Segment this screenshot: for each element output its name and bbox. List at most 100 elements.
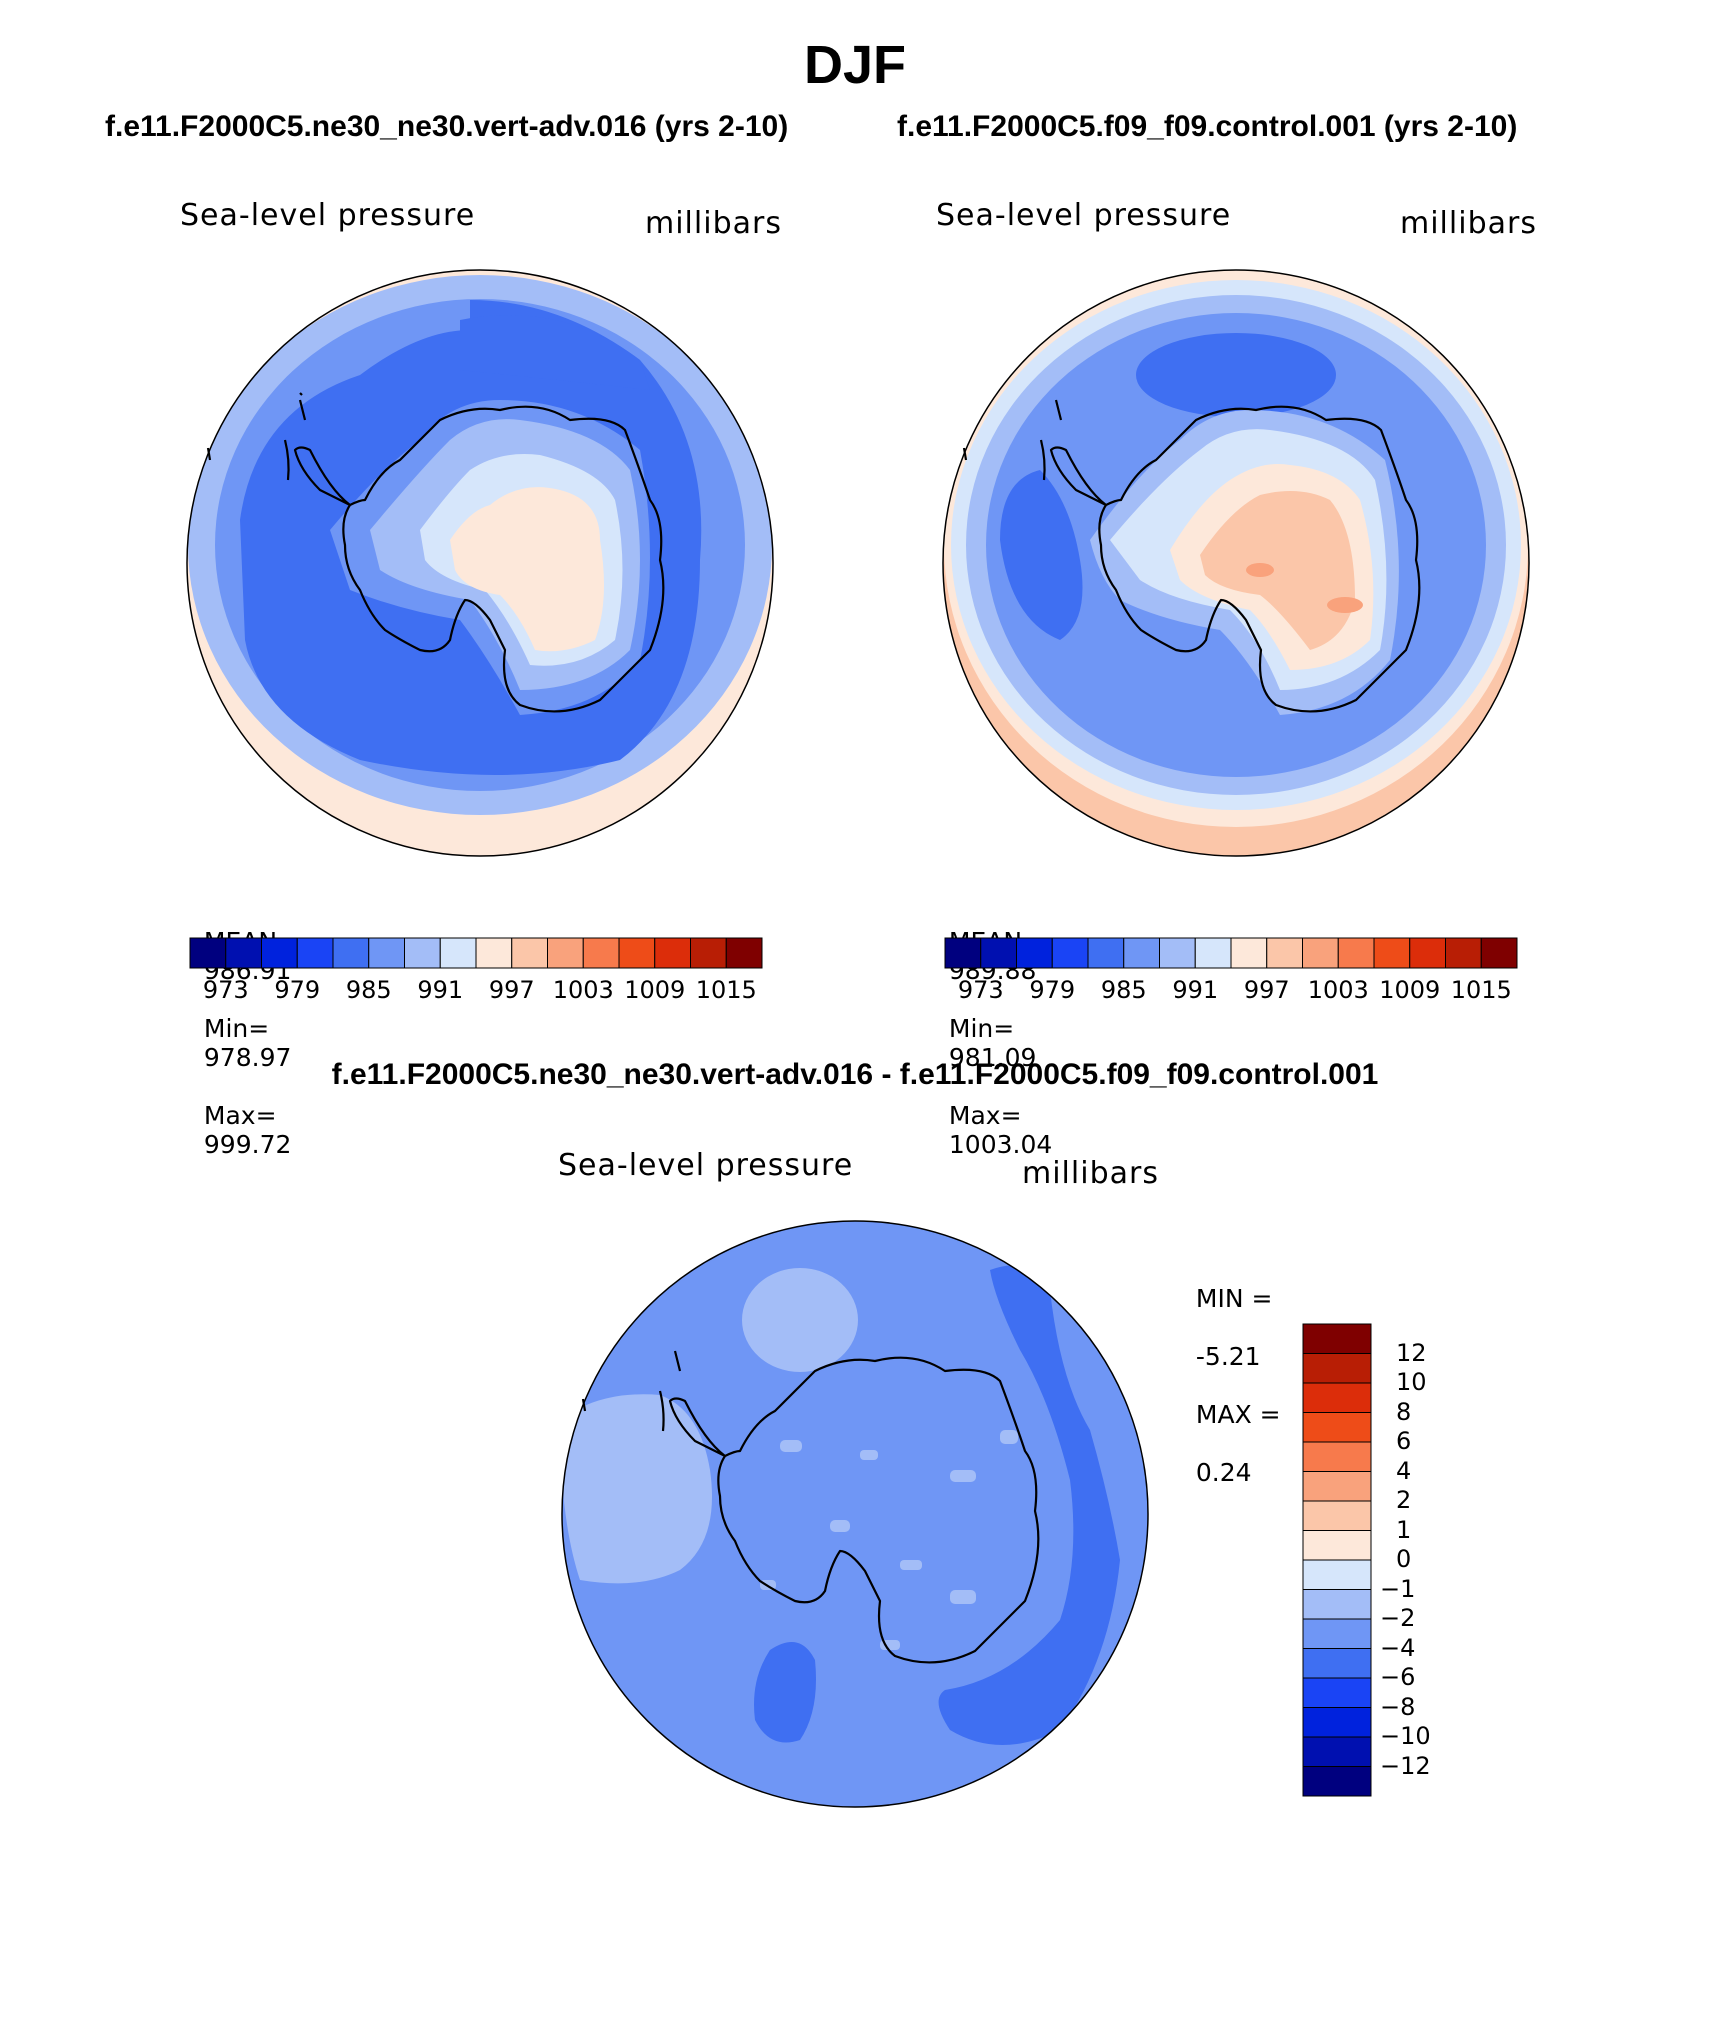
panel-1-case-title: f.e11.F2000C5.ne30_ne30.vert-adv.016 (yr…: [105, 110, 789, 143]
panel-2-min-label: Min=: [948, 1014, 1015, 1043]
colorbar-box: [225, 937, 262, 969]
colorbar-tick-label: 979: [1029, 976, 1076, 1004]
panel-2-units-label: millibars: [1400, 206, 1537, 241]
colorbar-tick-label: −8: [1380, 1692, 1416, 1721]
difference-title: f.e11.F2000C5.ne30_ne30.vert-adv.016 - f…: [331, 1058, 1379, 1091]
panel-2-min-value: 981.09: [948, 1043, 1037, 1072]
panel-1-min-value: 978.97: [203, 1043, 292, 1072]
colorbar-tick-label: 973: [202, 976, 249, 1004]
panel-1-max-label: Max=: [203, 1101, 277, 1130]
colorbar-tick-label: 12: [1396, 1338, 1427, 1367]
panel-2-max-label: Max=: [948, 1101, 1022, 1130]
colorbar-box: [261, 937, 298, 969]
colorbar-box: [725, 937, 763, 969]
colorbar-tick-label: 979: [274, 976, 321, 1004]
map-1-contours: [187, 270, 773, 856]
colorbar-tick-label: 997: [488, 976, 535, 1004]
panel-1-max-value: 999.72: [203, 1130, 292, 1159]
colorbar-box: [1302, 1648, 1372, 1679]
colorbar-tick-label: 10: [1396, 1368, 1427, 1396]
colorbar-tick-label: 1: [1396, 1515, 1412, 1544]
colorbar-box: [1302, 1736, 1372, 1767]
panel-1-variable-label: Sea-level pressure: [180, 198, 476, 233]
colorbar-box: [1302, 1353, 1372, 1384]
colorbar-box: [439, 937, 477, 969]
colorbar-box: [1302, 1530, 1372, 1561]
colorbar-tick-label: 1009: [624, 976, 686, 1004]
panel-1-colorbar-ticks: 973 979 985 991 997 1003 1009 1015: [190, 976, 762, 1006]
colorbar-box: [511, 937, 548, 969]
colorbar-tick-label: 991: [417, 976, 464, 1004]
colorbar-tick-label: 997: [1243, 976, 1290, 1004]
colorbar-box: [1302, 1412, 1372, 1443]
colorbar-box: [1302, 1323, 1372, 1354]
colorbar-box: [1302, 1559, 1372, 1590]
colorbar-box: [296, 937, 334, 969]
colorbar-tick-label: 6: [1396, 1427, 1412, 1455]
colorbar-box: [404, 937, 441, 969]
colorbar-box: [1051, 937, 1089, 969]
panel-3-units-label: millibars: [1022, 1156, 1159, 1191]
colorbar-box: [582, 937, 620, 969]
colorbar-box: [1302, 1471, 1372, 1502]
colorbar-box: [944, 937, 982, 969]
panel-3-stats: MIN = -5.21 MAX = 0.24: [1180, 1255, 1281, 1487]
colorbar-tick-label: 4: [1396, 1456, 1412, 1485]
colorbar-box: [1409, 937, 1446, 969]
colorbar-box: [1302, 1500, 1372, 1531]
colorbar-box: [618, 937, 656, 969]
panel-3-min-label: MIN =: [1195, 1284, 1273, 1313]
map-3-coastline: [668, 1356, 1040, 1664]
colorbar-tick-label: 985: [345, 976, 392, 1004]
colorbar-box: [1302, 1707, 1372, 1738]
colorbar-box: [1302, 1382, 1372, 1413]
map-3-contours: [562, 1221, 1148, 1807]
colorbar-tick-label: −1: [1380, 1574, 1416, 1603]
colorbar-tick-label: −10: [1380, 1722, 1431, 1750]
map-2-coastline: [1049, 405, 1421, 713]
colorbar-tick-label: 985: [1100, 976, 1147, 1004]
panel-3-colorbar-ticks: 12 10 8 6 4 2 1 0 −1 −2 −4 −6 −8 −10 −12: [1380, 1324, 1500, 1796]
colorbar-tick-label: −6: [1380, 1663, 1416, 1691]
colorbar-box: [1302, 1589, 1372, 1620]
map-2-contours: [943, 270, 1529, 856]
colorbar-box: [1302, 1441, 1372, 1472]
colorbar-box: [368, 937, 405, 969]
panel-3-colorbar: [1302, 1323, 1372, 1797]
colorbar-tick-label: 0: [1396, 1545, 1412, 1573]
colorbar-box: [1016, 937, 1053, 969]
colorbar-tick-label: −12: [1380, 1751, 1431, 1780]
colorbar-tick-label: 1015: [695, 976, 757, 1004]
colorbar-box: [690, 937, 727, 969]
panel-1-units-label: millibars: [645, 206, 782, 241]
colorbar-box: [189, 937, 227, 969]
map-1-coastline: [293, 405, 665, 713]
colorbar-tick-label: 2: [1396, 1486, 1412, 1514]
colorbar-tick-label: 1015: [1450, 976, 1512, 1004]
panel-1-min-label: Min=: [203, 1014, 270, 1043]
colorbar-box: [980, 937, 1017, 969]
season-title: DJF: [803, 35, 906, 95]
panel-2-variable-label: Sea-level pressure: [936, 198, 1232, 233]
colorbar-box: [1302, 1677, 1372, 1708]
colorbar-tick-label: −4: [1380, 1633, 1416, 1662]
colorbar-box: [1302, 937, 1339, 969]
colorbar-tick-label: 973: [957, 976, 1004, 1004]
colorbar-tick-label: 1003: [1307, 976, 1369, 1004]
colorbar-box: [1337, 937, 1375, 969]
colorbar-tick-label: −2: [1380, 1604, 1416, 1632]
colorbar-tick-label: 991: [1172, 976, 1219, 1004]
panel-2-case-title: f.e11.F2000C5.f09_f09.control.001 (yrs 2…: [897, 110, 1518, 143]
colorbar-box: [1302, 1618, 1372, 1649]
colorbar-box: [547, 937, 584, 969]
colorbar-tick-label: 8: [1396, 1397, 1412, 1426]
colorbar-box: [1480, 937, 1518, 969]
panel-3-max-value: 0.24: [1195, 1458, 1252, 1487]
colorbar-box: [1230, 937, 1268, 969]
panel-2-colorbar: [944, 937, 1518, 969]
colorbar-tick-label: 1003: [552, 976, 614, 1004]
colorbar-box: [654, 937, 691, 969]
